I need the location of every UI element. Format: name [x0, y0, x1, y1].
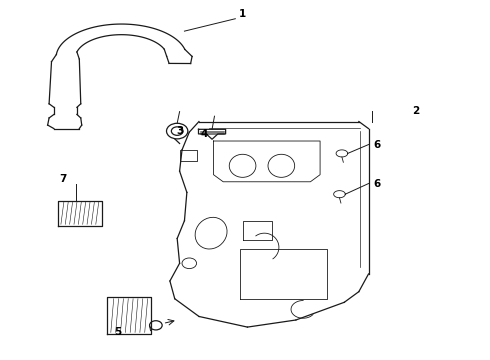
Text: 4: 4	[200, 129, 207, 139]
Text: 5: 5	[114, 327, 122, 337]
Text: 1: 1	[239, 9, 246, 19]
Text: 3: 3	[176, 126, 183, 136]
Text: 6: 6	[373, 140, 381, 149]
Text: 2: 2	[412, 106, 419, 116]
Text: 6: 6	[373, 179, 381, 189]
Text: 7: 7	[60, 174, 67, 184]
